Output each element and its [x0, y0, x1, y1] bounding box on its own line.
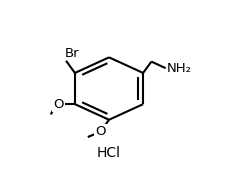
Text: O: O — [96, 125, 106, 138]
Text: NH₂: NH₂ — [166, 62, 192, 75]
Text: Br: Br — [65, 47, 80, 60]
Text: O: O — [53, 98, 64, 111]
Text: HCl: HCl — [97, 146, 121, 160]
